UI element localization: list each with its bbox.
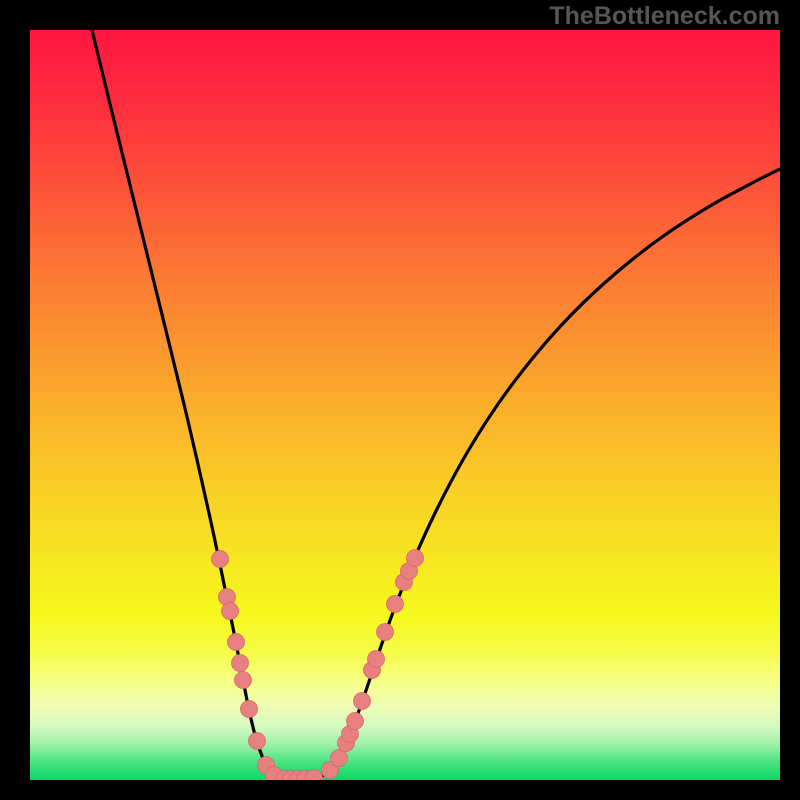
data-marker (212, 551, 229, 568)
data-marker (347, 713, 364, 730)
data-marker (222, 603, 239, 620)
data-marker (377, 624, 394, 641)
curve-layer (30, 30, 780, 780)
data-marker (241, 701, 258, 718)
data-marker (407, 550, 424, 567)
plot-area (30, 30, 780, 780)
data-marker (354, 693, 371, 710)
data-marker (249, 733, 266, 750)
data-marker (228, 634, 245, 651)
data-marker (368, 651, 385, 668)
data-marker (331, 750, 348, 767)
watermark-text: TheBottleneck.com (549, 2, 780, 31)
marker-group (212, 550, 424, 781)
bottleneck-curve (92, 30, 780, 779)
data-marker (387, 596, 404, 613)
data-marker (232, 655, 249, 672)
data-marker (235, 672, 252, 689)
chart-frame: TheBottleneck.com (0, 0, 800, 800)
